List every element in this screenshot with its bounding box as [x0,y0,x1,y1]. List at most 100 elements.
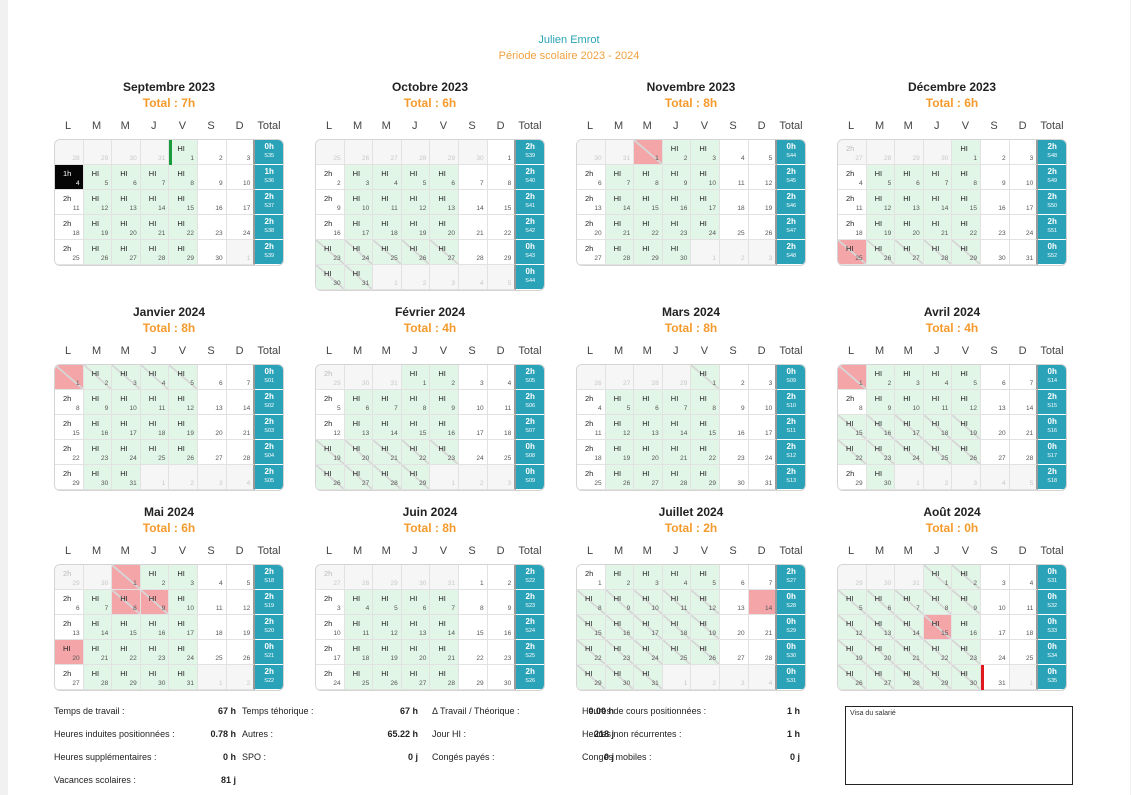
day-cell[interactable]: 2 [198,140,227,165]
day-cell[interactable]: HI 25 [373,240,402,265]
day-cell[interactable]: 14 [1009,390,1039,415]
day-cell[interactable]: HI 12 [605,415,635,440]
day-cell[interactable]: 28 [1009,440,1039,465]
day-cell[interactable]: 18 [1009,615,1039,640]
day-cell[interactable]: HI 6 [112,165,141,190]
day-cell-outside[interactable]: 31 [430,565,459,590]
day-cell[interactable]: HI 17 [691,190,720,215]
day-cell[interactable]: HI 9 [952,590,981,615]
day-cell-outside[interactable]: 1 [198,665,227,690]
day-cell[interactable]: HI 17 [634,615,663,640]
day-cell[interactable]: 1h 4 [55,165,84,190]
day-cell[interactable]: HI 25 [923,440,953,465]
day-cell[interactable]: HI 2 [140,565,170,590]
day-cell[interactable]: HI 11 [373,190,402,215]
day-cell-outside[interactable]: 29 [662,365,692,390]
day-cell[interactable]: HI 10 [895,390,924,415]
day-cell[interactable]: HI 15 [838,415,867,440]
day-cell[interactable]: 2h 3 [316,590,345,615]
day-cell[interactable]: HI 1 [401,365,431,390]
day-cell[interactable]: 5 [226,565,256,590]
day-cell[interactable]: 14 [226,390,256,415]
day-cell-outside[interactable]: 2 [720,240,749,265]
day-cell[interactable]: 7 [459,165,488,190]
day-cell[interactable]: 1 [634,140,663,165]
day-cell-outside[interactable]: 30 [577,140,606,165]
day-cell[interactable]: HI 2 [952,565,981,590]
day-cell[interactable]: HI 31 [169,665,198,690]
day-cell[interactable]: HI 8 [401,390,431,415]
day-cell[interactable]: HI 14 [662,415,692,440]
day-cell[interactable]: HI 9 [140,590,170,615]
day-cell[interactable]: 2h 6 [577,165,606,190]
day-cell[interactable]: HI 10 [344,190,374,215]
day-cell[interactable]: HI 22 [952,215,981,240]
day-cell[interactable]: HI 7 [605,165,635,190]
day-cell-outside[interactable]: 31 [605,140,635,165]
day-cell[interactable]: 2h 13 [577,190,606,215]
day-cell[interactable]: 19 [226,615,256,640]
day-cell[interactable]: 2h 16 [316,215,345,240]
day-cell[interactable]: 1 [838,365,867,390]
day-cell[interactable]: HI 19 [316,440,345,465]
day-cell[interactable]: HI 7 [430,590,459,615]
day-cell[interactable]: HI 18 [923,415,953,440]
day-cell[interactable]: HI 22 [691,440,720,465]
day-cell[interactable]: 14 [459,190,488,215]
day-cell[interactable]: 31 [981,665,1010,690]
day-cell[interactable]: HI 7 [373,390,402,415]
day-cell[interactable]: HI 15 [691,415,720,440]
day-cell[interactable]: 17 [981,615,1010,640]
day-cell[interactable]: 9 [487,590,517,615]
day-cell[interactable]: 29 [487,240,517,265]
day-cell[interactable]: HI 23 [605,640,635,665]
day-cell[interactable]: HI 19 [605,440,635,465]
day-cell[interactable]: HI 5 [691,565,720,590]
day-cell[interactable]: 25 [720,215,749,240]
day-cell[interactable]: 23 [487,640,517,665]
day-cell[interactable]: HI 4 [923,365,953,390]
day-cell[interactable]: HI 7 [662,390,692,415]
day-cell[interactable]: HI 16 [866,415,896,440]
day-cell[interactable]: HI 1 [691,365,720,390]
day-cell[interactable]: 31 [748,465,778,490]
day-cell-outside[interactable]: 30 [866,565,896,590]
day-cell[interactable]: HI 17 [895,415,924,440]
day-cell[interactable]: HI 24 [112,440,141,465]
day-cell[interactable]: 2h 15 [55,415,84,440]
day-cell-outside[interactable]: 2h 29 [55,565,84,590]
day-cell[interactable]: HI 23 [430,440,459,465]
day-cell[interactable]: HI 22 [169,215,198,240]
day-cell[interactable]: HI 23 [316,240,345,265]
day-cell[interactable]: 25 [1009,640,1039,665]
day-cell[interactable]: HI 11 [140,390,170,415]
day-cell-outside[interactable]: 29 [83,140,113,165]
day-cell-outside[interactable]: 28 [401,140,431,165]
day-cell[interactable]: HI 3 [112,365,141,390]
day-cell[interactable]: HI 9 [866,390,896,415]
day-cell[interactable]: 26 [748,215,778,240]
day-cell[interactable]: HI 13 [895,190,924,215]
day-cell[interactable]: HI 8 [577,590,606,615]
day-cell-outside[interactable]: 1 [662,665,692,690]
day-cell[interactable]: HI 14 [83,615,113,640]
day-cell[interactable]: HI 29 [952,240,981,265]
day-cell[interactable]: 20 [720,615,749,640]
day-cell[interactable]: 15 [487,190,517,215]
day-cell[interactable]: HI 31 [344,265,374,290]
day-cell[interactable]: HI 26 [169,440,198,465]
day-cell[interactable]: HI 20 [866,640,896,665]
day-cell[interactable]: HI 21 [895,640,924,665]
day-cell[interactable]: 2h 8 [838,390,867,415]
day-cell[interactable]: HI 21 [83,640,113,665]
day-cell[interactable]: 24 [748,440,778,465]
day-cell[interactable]: HI 27 [112,240,141,265]
day-cell[interactable]: HI 3 [169,565,198,590]
day-cell[interactable]: HI 2 [662,140,692,165]
day-cell[interactable]: 27 [720,640,749,665]
day-cell[interactable]: 6 [198,365,227,390]
day-cell-outside[interactable]: 29 [430,140,459,165]
day-cell-outside[interactable]: 28 [866,140,896,165]
day-cell[interactable]: HI 11 [923,390,953,415]
day-cell[interactable]: 10 [981,590,1010,615]
